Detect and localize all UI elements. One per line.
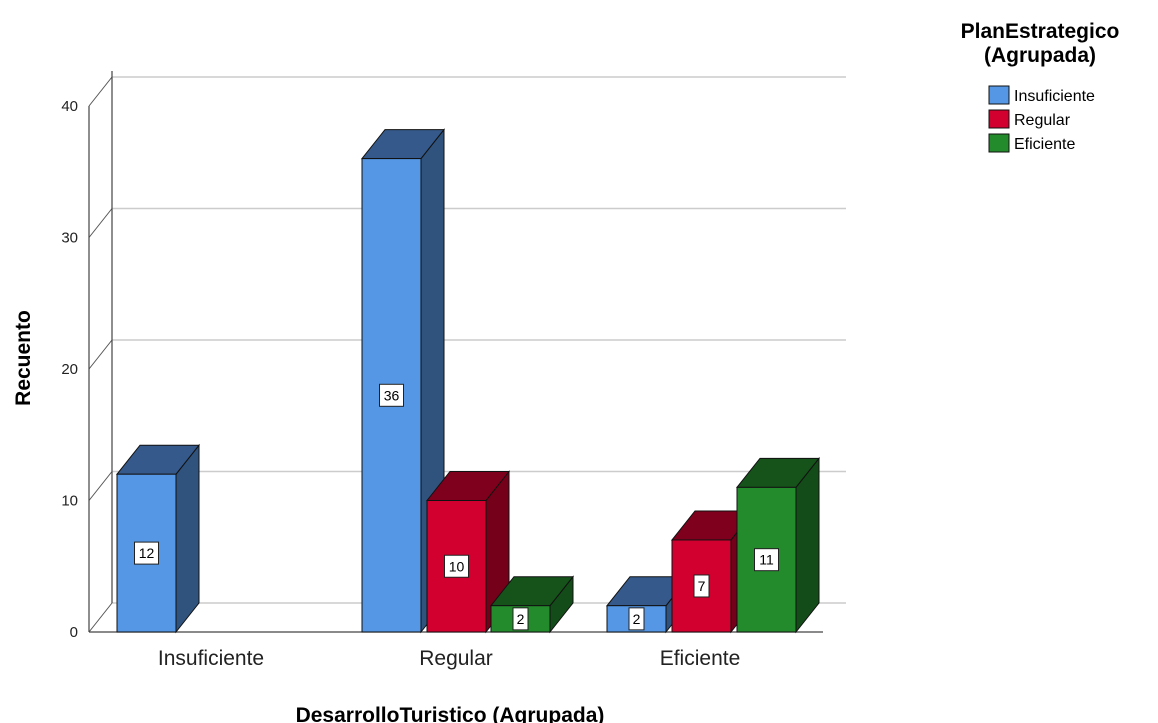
data-label-box [512,607,529,631]
legend-item: Insuficiente [988,85,1095,105]
data-label: 2 [628,607,645,631]
label-layer: 12 36 10 2 2 7 11 [134,383,779,631]
x-tick-label: Eficiente [660,647,741,670]
y-tick-label: 40 [61,98,78,115]
legend-title-line-2: (Agrupada) [984,44,1096,67]
x-tick-label: Regular [419,647,493,670]
y-tick-label: 30 [61,230,78,247]
data-label-box [134,541,159,565]
axis-depth-line [88,471,113,501]
legend-item: Eficiente [988,133,1075,153]
data-label-box [379,383,404,407]
legend-items: Insuficiente Regular Eficiente [988,85,1095,153]
data-label-text: 10 [449,558,465,574]
data-label-text: 11 [759,552,774,568]
data-label: 12 [134,541,159,565]
axis-depth-line [88,208,113,238]
legend: PlanEstrategico (Agrupada) Insuficiente R… [961,20,1120,153]
legend-swatch [988,109,1010,129]
bar [360,128,446,634]
bar [115,443,201,634]
data-label: 2 [512,607,529,631]
axis-depth-line [88,76,113,107]
legend-label: Regular [1014,112,1071,129]
bar-front [116,473,177,633]
axis-layer: 0 10 20 30 40 Insuficiente Regular Eficiente [61,71,823,670]
data-label: 10 [444,554,469,578]
data-label-text: 36 [384,387,400,403]
data-label-text: 7 [698,578,706,594]
data-label-box [693,574,710,598]
data-label-text: 2 [633,611,641,627]
data-label-box [628,607,645,631]
axis-depth-line [88,602,113,633]
legend-item: Regular [988,109,1071,129]
data-label: 36 [379,383,404,407]
bar-side [175,443,200,634]
legend-swatch [988,133,1010,153]
legend-label: Insuficiente [1014,88,1095,105]
y-tick-label: 0 [70,624,78,641]
data-label-text: 12 [139,545,155,561]
data-label-box [444,554,469,578]
x-axis-title: DesarrolloTuristico (Agrupada) [296,704,605,723]
y-tick-label: 10 [61,493,78,510]
bar [735,456,821,634]
y-axis-title: Recuento [12,310,35,406]
data-label-box [754,548,779,572]
legend-swatch [988,85,1010,105]
data-label: 7 [693,574,710,598]
axis-depth-line [88,339,113,370]
x-tick-label: Insuficiente [158,647,264,670]
data-label-text: 2 [517,611,525,627]
bar-side [795,456,820,634]
y-tick-label: 20 [61,361,78,378]
data-label: 11 [754,548,779,572]
legend-label: Eficiente [1014,136,1075,153]
legend-title-line-1: PlanEstrategico [961,20,1120,43]
